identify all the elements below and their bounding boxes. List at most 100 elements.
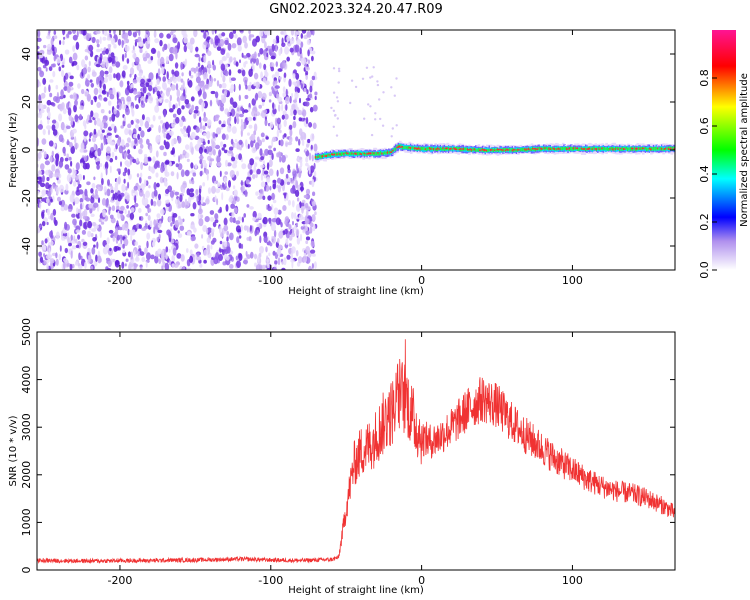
spectrogram-noise-cell bbox=[212, 132, 216, 139]
spectrogram-noise-cell bbox=[182, 266, 186, 270]
spectrogram-noise-cell bbox=[245, 139, 248, 148]
spectrogram-noise-cell bbox=[105, 257, 111, 262]
y-tick-label: 0 bbox=[20, 147, 33, 154]
spectrogram-noise-cell bbox=[111, 151, 115, 158]
spectrogram-noise-cell bbox=[291, 232, 296, 238]
spectrogram-track-cell bbox=[617, 148, 621, 150]
spectrogram-noise-cell bbox=[270, 55, 276, 60]
spectrogram-faint-dot bbox=[374, 112, 377, 115]
spectrogram-noise-cell bbox=[267, 108, 270, 113]
spectrogram-noise-cell bbox=[278, 230, 284, 239]
spectrogram-track-cell bbox=[557, 147, 561, 150]
spectrogram-noise-cell bbox=[148, 208, 152, 213]
spectrogram-noise-cell bbox=[158, 115, 162, 120]
spectrogram-noise-cell bbox=[37, 163, 40, 168]
spectrogram-track-cell bbox=[627, 147, 630, 152]
spectrogram-track-cell bbox=[517, 148, 520, 151]
spectrogram-noise-cell bbox=[44, 238, 48, 244]
spectrogram-noise-cell bbox=[42, 245, 47, 251]
spectrogram-noise-cell bbox=[220, 70, 223, 78]
spectrogram-noise-cell bbox=[218, 33, 223, 39]
spectrogram-noise-cell bbox=[99, 80, 102, 89]
spectrogram-noise-cell bbox=[284, 113, 289, 120]
spectrogram-noise-cell bbox=[66, 153, 69, 159]
spectrogram-noise-cell bbox=[169, 190, 175, 198]
spectrogram-track-cell bbox=[481, 148, 485, 151]
spectrogram-noise-cell bbox=[82, 241, 88, 246]
spectrogram-noise-cell bbox=[135, 104, 139, 110]
spectrogram-noise-cell bbox=[251, 174, 256, 179]
spectrogram-noise-cell bbox=[152, 156, 156, 164]
spectrogram-noise-cell bbox=[105, 155, 111, 161]
spectrogram-noise-cell bbox=[176, 89, 181, 98]
spectrogram-noise-cell bbox=[60, 89, 64, 98]
spectrogram-track-cell bbox=[347, 152, 350, 155]
spectrogram-noise-cell bbox=[177, 230, 180, 234]
spectrogram-noise-cell bbox=[203, 249, 209, 256]
spectrogram-noise-cell bbox=[295, 250, 299, 257]
spectrogram-track-cell bbox=[663, 148, 667, 150]
spectrogram-noise-cell bbox=[133, 145, 136, 150]
spectrogram-noise-cell bbox=[257, 212, 262, 219]
spectrogram-noise-cell bbox=[216, 155, 221, 163]
spectrogram-noise-cell bbox=[203, 32, 207, 39]
spectrogram-noise-cell bbox=[299, 201, 302, 209]
spectrogram-noise-cell bbox=[130, 251, 134, 260]
spectrogram-noise-cell bbox=[259, 48, 264, 55]
spectrogram-noise-cell bbox=[127, 168, 131, 176]
spectrogram-noise-cell bbox=[120, 212, 124, 220]
spectrogram-noise-cell bbox=[292, 170, 297, 178]
spectrogram-noise-cell bbox=[311, 154, 314, 162]
spectrogram-noise-cell bbox=[206, 131, 211, 139]
spectrogram-noise-cell bbox=[82, 175, 85, 180]
spectrogram-noise-cell bbox=[256, 168, 261, 175]
spectrogram-noise-cell bbox=[126, 96, 132, 102]
spectrogram-noise-cell bbox=[250, 251, 254, 259]
spectrogram-noise-cell bbox=[198, 82, 204, 87]
spectrogram-noise-cell bbox=[127, 123, 132, 129]
spectrogram-noise-cell bbox=[202, 84, 206, 93]
spectrogram-noise-cell bbox=[279, 139, 284, 147]
spectrogram-noise-cell bbox=[138, 148, 143, 155]
spectrogram-noise-cell bbox=[64, 221, 68, 230]
spectrogram-noise-cell bbox=[239, 59, 241, 64]
spectrogram-noise-cell bbox=[279, 123, 282, 129]
spectrogram-noise-cell bbox=[66, 85, 71, 93]
spectrogram-noise-cell bbox=[157, 68, 161, 76]
spectrogram-noise-cell bbox=[214, 213, 219, 220]
spectrogram-noise-cell bbox=[95, 157, 101, 163]
spectrogram-noise-cell bbox=[51, 44, 55, 51]
spectrogram-noise-cell bbox=[213, 78, 217, 82]
spectrogram-x-axis-label: Height of straight line (km) bbox=[288, 286, 424, 297]
spectrogram-track-cell bbox=[669, 146, 672, 151]
spectrogram-noise-cell bbox=[96, 241, 99, 249]
spectrogram-noise-cell bbox=[309, 85, 313, 93]
spectrogram-noise-cell bbox=[239, 113, 244, 118]
spectrogram-noise-cell bbox=[91, 137, 97, 143]
spectrogram-noise-cell bbox=[306, 39, 311, 46]
spectrogram-track-cell bbox=[480, 149, 483, 152]
spectrogram-track-cell bbox=[405, 146, 409, 149]
spectrogram-noise-cell bbox=[268, 252, 271, 257]
spectrogram-track-cell bbox=[401, 145, 405, 150]
spectrogram-noise-cell bbox=[305, 162, 309, 167]
colorbar-tick-label: 0.6 bbox=[698, 117, 711, 135]
spectrogram-noise-cell bbox=[278, 244, 283, 250]
spectrogram-noise-cell bbox=[214, 30, 217, 34]
spectrogram-noise-cell bbox=[159, 145, 165, 151]
spectrogram-track-cell bbox=[541, 148, 545, 150]
spectrogram-noise-cell bbox=[292, 220, 294, 226]
spectrogram-track-cell bbox=[458, 148, 462, 151]
spectrogram-noise-cell bbox=[164, 171, 170, 177]
spectrogram-noise-cell bbox=[232, 185, 236, 190]
spectrogram-noise-cell bbox=[152, 200, 157, 207]
spectrogram-noise-cell bbox=[304, 147, 308, 152]
spectrogram-noise-cell bbox=[240, 180, 243, 187]
spectrogram-track-cell bbox=[519, 148, 523, 152]
spectrogram-noise-cell bbox=[257, 52, 261, 57]
spectrogram-noise-cell bbox=[180, 128, 183, 132]
spectrogram-track-cell bbox=[662, 147, 665, 151]
spectrogram-track-cell bbox=[673, 148, 675, 151]
spectrogram-noise-cell bbox=[237, 45, 242, 52]
spectrogram-noise-cell bbox=[48, 140, 54, 147]
